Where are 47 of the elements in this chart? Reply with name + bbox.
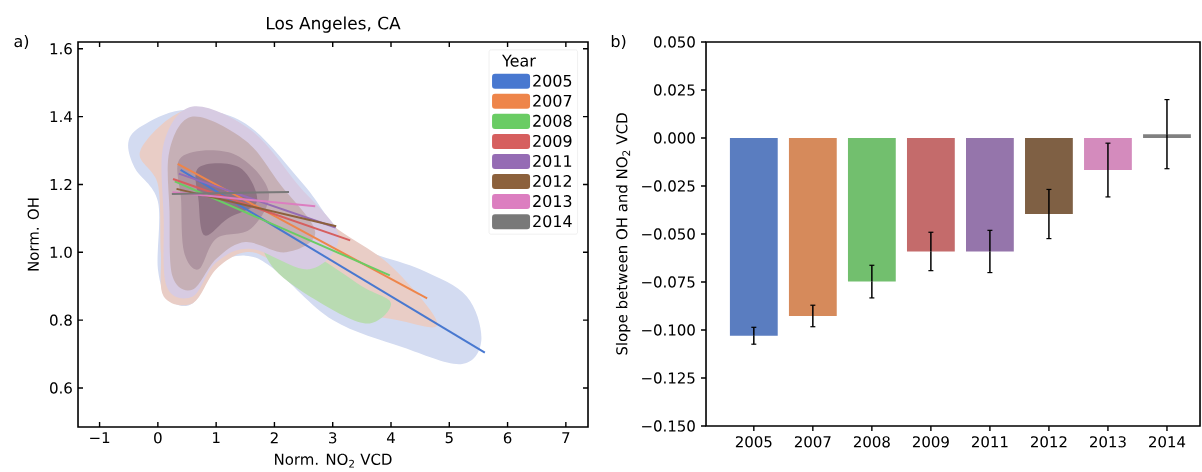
y-tick-label: 0.025 xyxy=(654,84,695,96)
x-tick-label: 2012 xyxy=(1031,436,1067,448)
x-tick-label: 6 xyxy=(503,432,512,444)
x-tick-label: 1 xyxy=(213,432,220,444)
legend-title: Year xyxy=(502,54,536,67)
chart-title: Los Angeles, CA xyxy=(267,16,401,33)
y-tick-label: 1.6 xyxy=(50,43,72,55)
x-tick-label: 2014 xyxy=(1149,436,1186,448)
y-axis-title: Norm. OH xyxy=(27,198,39,271)
x-tick-label: 2008 xyxy=(853,436,890,448)
x-tick-label: 3 xyxy=(329,432,337,444)
x-tick-label: 2007 xyxy=(794,436,831,448)
y-tick-label: 1.4 xyxy=(50,111,72,123)
y-tick-label: 0.050 xyxy=(654,36,695,48)
legend-label: 2007 xyxy=(533,94,572,107)
y-tick-label: 0.8 xyxy=(50,314,72,326)
y-tick-label: 0.000 xyxy=(654,132,695,144)
y-tick-label: 0.6 xyxy=(50,382,72,394)
x-tick-label: 0 xyxy=(154,432,162,444)
y-tick-label: −0.150 xyxy=(642,420,695,432)
legend-label: 2013 xyxy=(533,195,572,208)
legend-label: 2008 xyxy=(533,114,572,127)
x-tick-label: −1 xyxy=(90,432,110,444)
y-tick-label: 1.2 xyxy=(50,178,72,190)
legend-label: 2011 xyxy=(533,154,572,167)
legend-label: 2005 xyxy=(533,74,572,87)
legend-label: 2014 xyxy=(533,215,572,228)
text: b) xyxy=(611,34,626,50)
x-axis-title: Norm. NO$_{2}$ VCD xyxy=(275,453,392,468)
y-tick-label: −0.075 xyxy=(642,276,695,288)
text: a) xyxy=(14,34,29,50)
x-tick-label: 2005 xyxy=(735,436,772,448)
x-tick-label: 2011 xyxy=(971,436,1008,448)
x-tick-label: 7 xyxy=(562,432,570,444)
y-tick-label: 1.0 xyxy=(50,246,72,258)
x-tick-label: 5 xyxy=(445,432,453,444)
x-tick-label: 4 xyxy=(386,432,395,444)
legend-label: 2009 xyxy=(533,134,572,147)
y-tick-label: −0.100 xyxy=(642,324,695,336)
y-tick-label: −0.050 xyxy=(642,228,695,240)
x-tick-label: 2009 xyxy=(912,436,949,448)
x-tick-label: 2013 xyxy=(1090,436,1126,448)
x-tick-label: 2 xyxy=(270,432,278,444)
y-axis-title: Slope between OH and NO$_{2}$ VCD xyxy=(615,113,631,355)
y-tick-label: −0.125 xyxy=(642,372,695,384)
y-tick-label: −0.025 xyxy=(642,180,695,192)
legend-label: 2012 xyxy=(533,175,572,188)
